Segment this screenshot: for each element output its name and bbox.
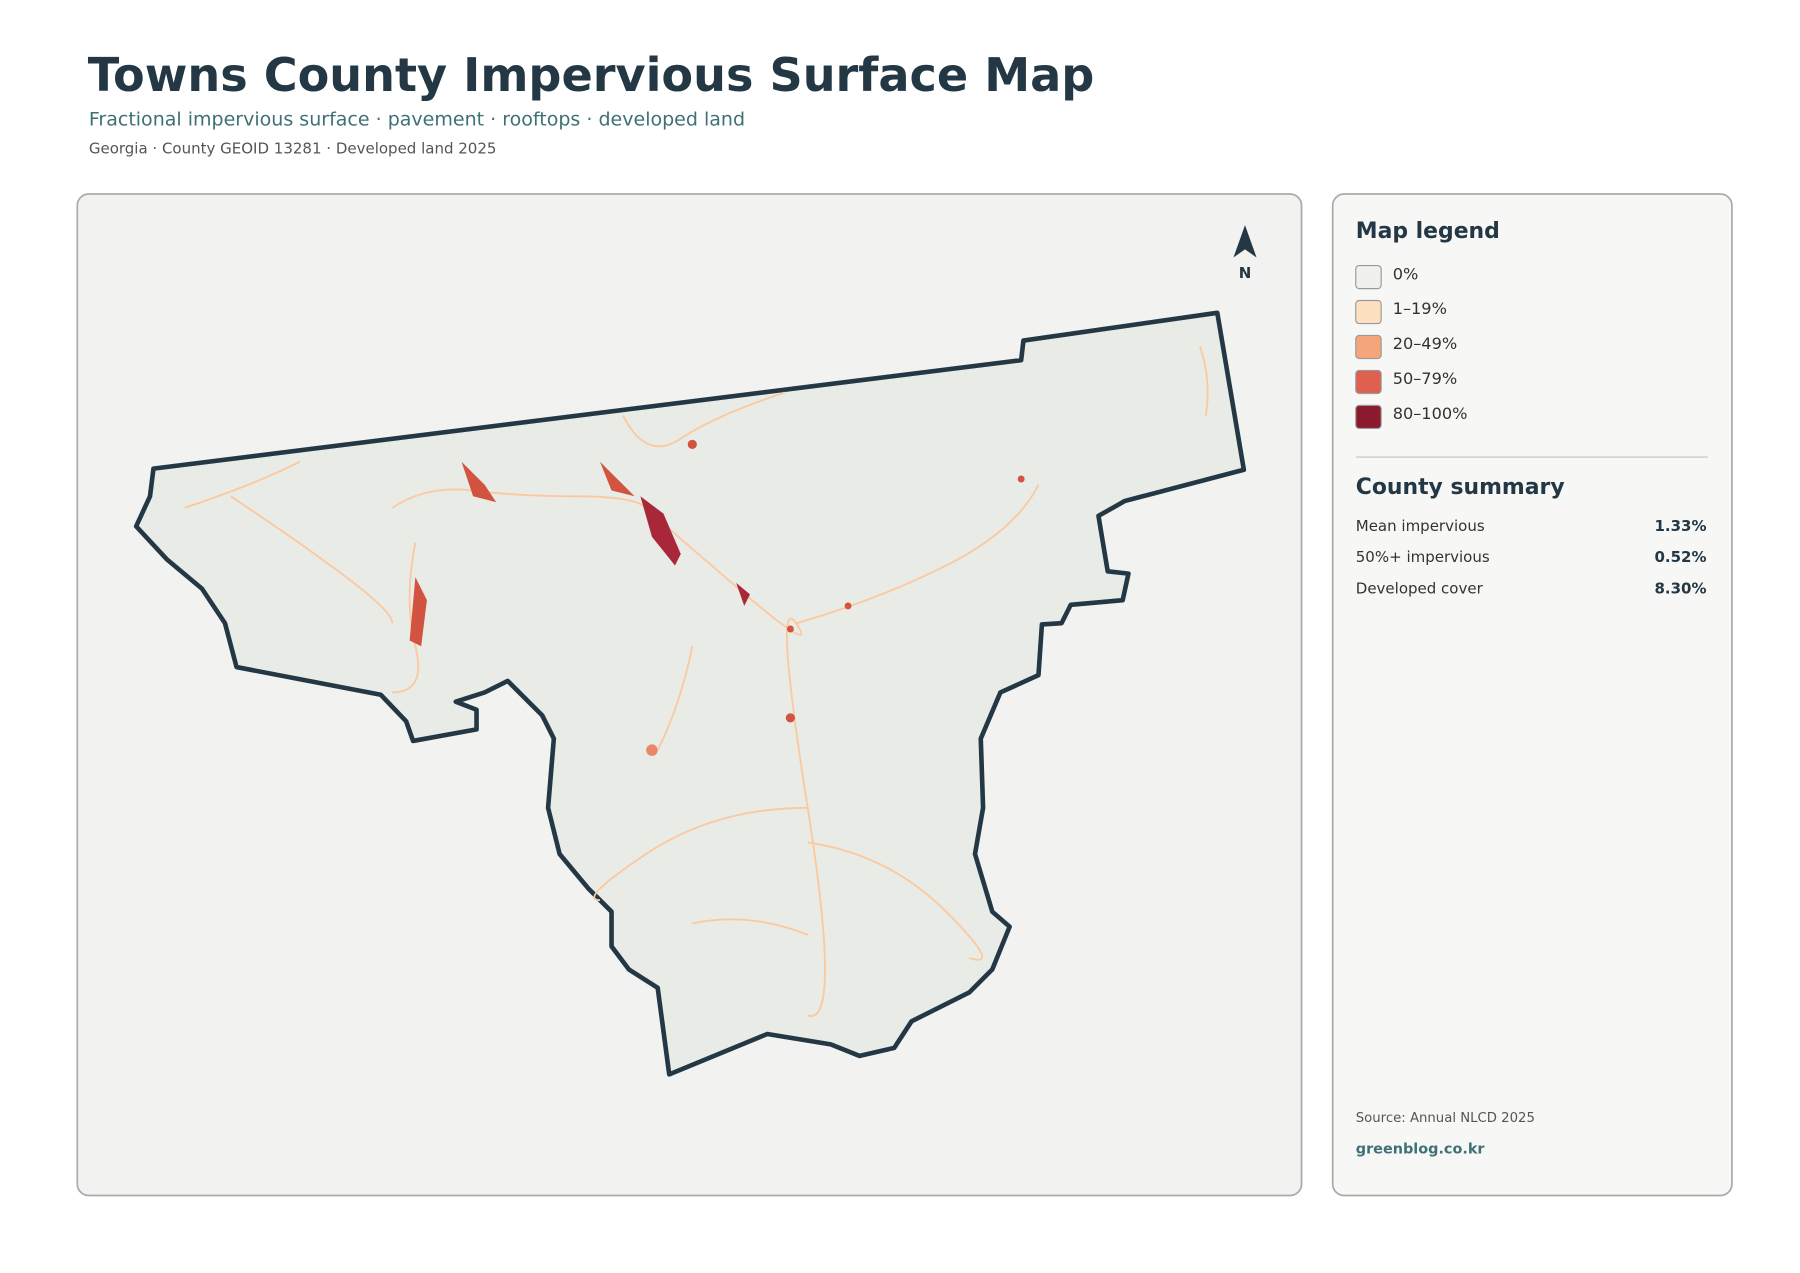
legend-swatch xyxy=(1355,264,1382,290)
source: Source: Annual NLCD 2025 xyxy=(1356,1111,1535,1126)
title: Towns County Impervious Surface Map xyxy=(88,48,1095,102)
credit: greenblog.co.kr xyxy=(1356,1141,1486,1157)
side-panel xyxy=(1331,193,1733,1197)
legend-label: 20–49% xyxy=(1393,334,1457,353)
summary-label: Mean impervious xyxy=(1356,517,1485,535)
county-shape xyxy=(133,310,1247,1077)
developed-areas xyxy=(409,439,1025,756)
map: N xyxy=(133,225,1257,1077)
north-arrow-icon xyxy=(1233,225,1257,258)
summary-label: Developed cover xyxy=(1356,580,1484,598)
north-arrow: N xyxy=(1233,225,1257,282)
summary-value: 1.33% xyxy=(1654,517,1706,535)
legend-swatch xyxy=(1355,334,1382,360)
legend-title: Map legend xyxy=(1356,219,1500,244)
legend-items: 0% 1–19% 20–49% 50–79% 80–100% xyxy=(1355,264,1468,430)
legend-swatch xyxy=(1355,404,1382,430)
legend-swatch xyxy=(1355,369,1382,395)
legend-label: 50–79% xyxy=(1393,369,1457,388)
meta: Georgia · County GEOID 13281 · Developed… xyxy=(89,140,497,158)
north-label: N xyxy=(1239,264,1252,282)
summary-value: 0.52% xyxy=(1654,548,1706,566)
summary-value: 8.30% xyxy=(1654,580,1706,598)
summary-title: County summary xyxy=(1356,475,1565,500)
subtitle: Fractional impervious surface · pavement… xyxy=(89,109,745,131)
legend-label: 80–100% xyxy=(1393,404,1468,423)
legend-label: 0% xyxy=(1393,264,1419,283)
legend-swatch xyxy=(1355,299,1382,325)
legend-label: 1–19% xyxy=(1393,299,1447,318)
summary-label: 50%+ impervious xyxy=(1356,548,1490,566)
summary-rows: Mean impervious 1.33% 50%+ impervious 0.52%… xyxy=(1356,517,1707,598)
